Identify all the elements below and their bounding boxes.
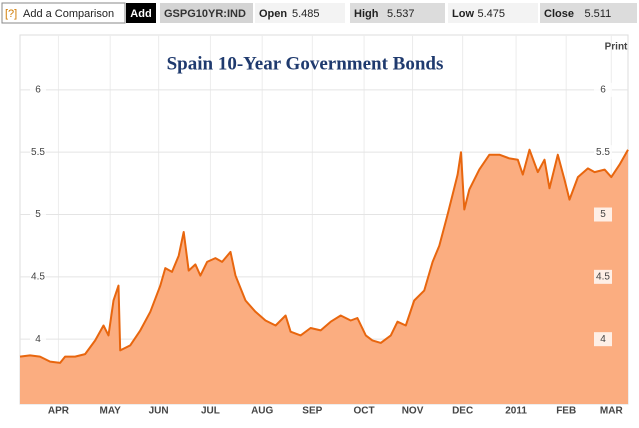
x-tick-label: FEB [556, 406, 576, 417]
y-label-bg [30, 332, 46, 347]
y-label-bg [30, 82, 46, 97]
stat-label: Low [452, 8, 474, 20]
ticker-box [160, 3, 253, 23]
stat-label: High [354, 8, 379, 20]
y-label-bg [594, 207, 612, 222]
y-tick-label-right: 6 [600, 84, 606, 95]
add-button[interactable] [126, 3, 156, 23]
x-tick-label: OCT [354, 406, 375, 417]
add-label: Add [130, 8, 151, 20]
help-icon[interactable]: [?] [5, 8, 17, 20]
toolbar: [?] Add a Comparison Add GSPG10YR:IND [1, 2, 253, 24]
stats: Open 5.485 High 5.537 Low 5.475 Close 5.511 [255, 3, 637, 23]
y-tick-label-right: 4.5 [596, 271, 610, 282]
x-tick-label: JUL [201, 406, 220, 417]
labels: APR MAY JUN JUL AUG SEP OCT NOV DEC 2011 FEB MAR 4 4 4… [30, 82, 624, 417]
x-tick-label: AUG [251, 406, 273, 417]
y-label-bg [30, 269, 46, 284]
area [20, 149, 628, 404]
x-tick-label: JUN [149, 406, 169, 417]
ticker: GSPG10YR:IND [164, 8, 246, 20]
y-tick-label: 6 [35, 84, 41, 95]
y-tick-label-right: 4 [600, 334, 606, 345]
stat-box [540, 3, 637, 23]
y-label-bg [594, 82, 612, 97]
stat-value: 5.475 [478, 8, 506, 20]
comparison-input[interactable] [1, 2, 126, 24]
x-tick-label: MAY [100, 406, 122, 417]
print-button[interactable]: Print [605, 42, 628, 53]
x-tick-label: 2011 [505, 406, 527, 417]
x-tick-label: DEC [452, 406, 473, 417]
y-tick-label-right: 5.5 [596, 147, 610, 158]
stat-box [350, 3, 445, 23]
stat-value: 5.485 [292, 8, 320, 20]
stat-label: Open [259, 8, 287, 20]
stat-box [448, 3, 538, 23]
stat-box [255, 3, 345, 23]
stat-value: 5.537 [387, 8, 415, 20]
y-label-bg [594, 145, 612, 160]
stat-label: Close [544, 8, 574, 20]
y-tick-label: 4.5 [31, 271, 45, 282]
x-tick-label: NOV [402, 406, 424, 417]
y-label-bg [594, 332, 612, 347]
y-label-bg [30, 207, 46, 222]
y-tick-label-right: 5 [600, 209, 606, 220]
comparison-placeholder: Add a Comparison [23, 8, 114, 20]
y-tick-label: 5.5 [31, 147, 45, 158]
y-tick-label: 4 [35, 334, 41, 345]
stat-value: 5.511 [585, 8, 612, 20]
y-tick-label: 5 [35, 209, 41, 220]
x-tick-label: SEP [302, 406, 322, 417]
x-tick-label: APR [48, 406, 70, 417]
plot [19, 148, 629, 404]
chart-title: Spain 10-Year Government Bonds [167, 53, 444, 74]
line [19, 148, 629, 364]
y-label-bg [30, 145, 46, 160]
y-label-bg [594, 269, 612, 284]
x-tick-label: MAR [600, 406, 624, 417]
